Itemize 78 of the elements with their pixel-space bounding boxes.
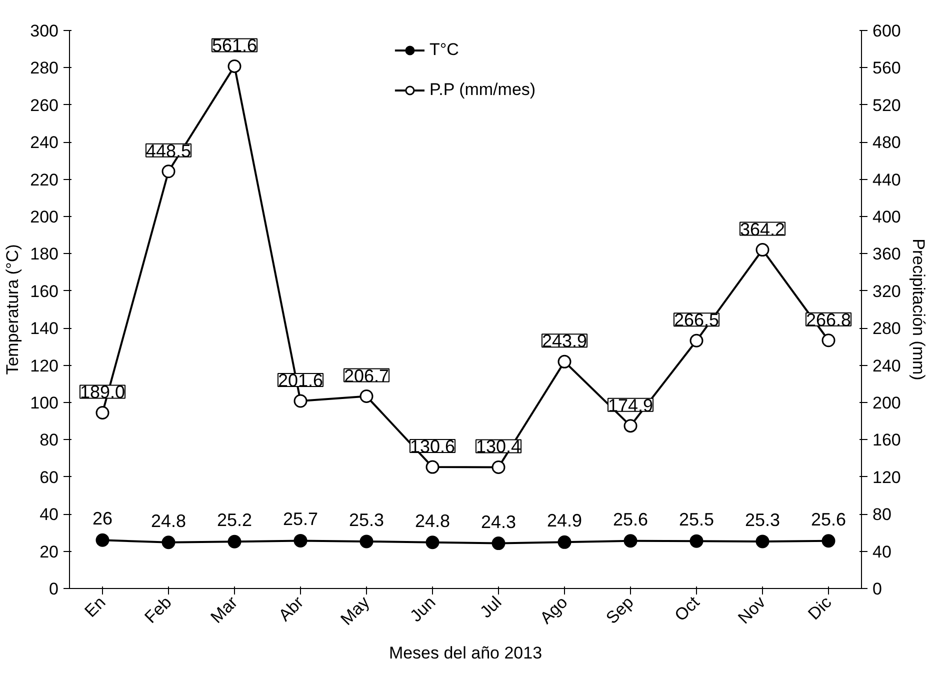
y-tick-label: 180	[30, 244, 59, 264]
x-tick-label: Mar	[207, 592, 242, 627]
point	[558, 354, 572, 368]
y2-tick-label: 600	[872, 22, 901, 40]
data-label: 266.5	[674, 310, 720, 330]
y2-tick-label: 320	[872, 282, 901, 301]
x-axis-title: Meses del año 2013	[388, 644, 542, 663]
data-label: 24.3	[480, 512, 516, 532]
y2-tick-label: 160	[872, 430, 901, 450]
y2-tick-label: 0	[872, 580, 882, 598]
data-label: 243.9	[542, 331, 588, 352]
x-tick-label: En	[81, 592, 110, 621]
x-tick-label: Jun	[406, 592, 440, 626]
x-tick-label: Abr	[275, 592, 308, 625]
y2-tick-label: 80	[872, 505, 892, 524]
legend-label: T°C	[429, 40, 459, 60]
y2-tick-label: 360	[872, 244, 901, 264]
y2-axis-title: Precipitación (mm)	[908, 238, 928, 380]
x-tick-label: Dic	[804, 592, 836, 624]
point	[228, 59, 242, 73]
data-label: 25.5	[678, 510, 714, 530]
y-tick-label: 140	[30, 319, 59, 338]
point	[624, 419, 638, 433]
x-tick-label: Oct	[671, 592, 704, 625]
data-label: 25.3	[348, 510, 384, 530]
y2-tick-label: 480	[872, 133, 901, 152]
data-label: 189.0	[80, 382, 126, 402]
point	[756, 243, 770, 257]
point	[690, 334, 704, 348]
data-label: 25.2	[216, 510, 252, 530]
point	[294, 394, 308, 408]
data-label: 25.3	[744, 510, 780, 530]
y-axis-title: Temperatura (°C)	[3, 244, 22, 375]
y-tick-label: 0	[49, 580, 59, 598]
data-label: 25.7	[282, 509, 318, 530]
y-tick-label: 220	[30, 170, 59, 190]
y-tick-label: 240	[30, 133, 59, 152]
data-label: 130.4	[476, 436, 522, 457]
x-tick-label: Jul	[476, 592, 506, 622]
y2-tick-label: 240	[872, 356, 901, 376]
y-tick-label: 260	[30, 96, 59, 115]
data-label: 26	[92, 508, 113, 529]
point	[426, 460, 440, 474]
y-tick-label: 40	[40, 505, 59, 524]
y2-tick-label: 560	[872, 58, 901, 78]
point	[96, 406, 110, 420]
y2-tick-label: 280	[872, 319, 901, 338]
data-label: 24.8	[414, 510, 450, 531]
point	[492, 460, 506, 474]
y2-tick-label: 520	[872, 96, 901, 115]
y-tick-label: 120	[30, 356, 59, 376]
x-tick-label: Sep	[602, 592, 638, 628]
data-label: 561.6	[212, 36, 258, 56]
y2-tick-label: 40	[872, 542, 892, 562]
legend-label: P.P (mm/mes)	[429, 80, 536, 100]
data-label: 24.8	[150, 510, 186, 531]
x-tick-label: Ago	[536, 592, 572, 628]
data-label: 24.9	[546, 510, 582, 531]
y-tick-label: 160	[30, 282, 59, 301]
data-label: 25.6	[612, 509, 648, 530]
y2-tick-label: 400	[872, 208, 901, 226]
point	[360, 390, 374, 404]
point	[162, 164, 176, 178]
x-tick-label: Feb	[141, 592, 176, 627]
data-label: 25.6	[810, 509, 846, 530]
y-tick-label: 60	[40, 468, 59, 487]
y-tick-label: 20	[40, 542, 59, 562]
y2-tick-label: 200	[872, 394, 901, 412]
x-tick-label: Nov	[734, 592, 770, 628]
y2-tick-label: 440	[872, 170, 901, 190]
y-tick-label: 100	[30, 394, 59, 412]
y-tick-label: 280	[30, 58, 59, 78]
y-tick-label: 80	[40, 430, 59, 450]
y-tick-label: 300	[30, 22, 59, 40]
y2-tick-label: 120	[872, 468, 901, 487]
x-tick-label: May	[337, 592, 374, 629]
y-tick-label: 200	[30, 208, 59, 226]
point	[822, 334, 836, 348]
